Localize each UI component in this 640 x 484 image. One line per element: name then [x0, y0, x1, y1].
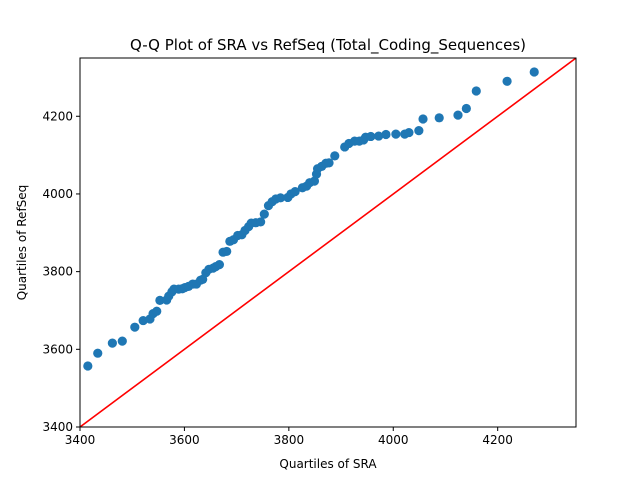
data-point — [222, 246, 232, 257]
data-point — [130, 322, 140, 332]
chart-title: Q-Q Plot of SRA vs RefSeq (Total_Coding_… — [130, 36, 526, 55]
x-tick-label: 3800 — [274, 433, 305, 447]
data-point — [414, 126, 424, 136]
data-point — [453, 110, 463, 120]
data-point — [290, 187, 300, 197]
data-point — [330, 151, 340, 161]
data-point — [404, 127, 414, 138]
reference-line-layer — [80, 58, 576, 427]
data-point — [434, 113, 444, 123]
data-point — [152, 306, 162, 316]
y-axis-ticks: 3400 3600 3800 4000 4200 — [42, 109, 80, 434]
y-axis-label: Quartiles of RefSeq — [15, 185, 29, 301]
data-point — [374, 131, 384, 141]
plot-frame — [79, 57, 577, 428]
data-point — [461, 103, 471, 114]
data-point — [324, 158, 334, 168]
data-point — [391, 129, 401, 139]
data-point — [471, 86, 481, 96]
x-tick-label: 4000 — [378, 433, 409, 447]
data-point — [275, 193, 286, 203]
data-point — [381, 129, 391, 140]
data-point — [93, 348, 103, 358]
x-axis-ticks: 3400 3600 3800 4000 4200 — [65, 427, 513, 447]
x-axis-label: Quartiles of SRA — [279, 457, 377, 471]
y-tick-label: 4000 — [42, 187, 73, 201]
data-point — [256, 217, 266, 227]
data-point — [83, 361, 93, 371]
data-point — [418, 114, 428, 124]
y-tick-label: 3400 — [42, 420, 73, 434]
data-point — [107, 338, 117, 348]
y-tick-label: 3600 — [42, 342, 73, 356]
data-point — [155, 295, 165, 305]
data-point — [366, 131, 376, 142]
data-point — [117, 336, 127, 346]
x-tick-label: 4200 — [482, 433, 513, 447]
x-tick-label: 3400 — [65, 433, 96, 447]
y-tick-label: 4200 — [42, 109, 73, 123]
reference-line — [80, 58, 576, 427]
data-point — [309, 176, 320, 186]
data-point — [529, 67, 539, 77]
data-point — [502, 76, 512, 86]
x-tick-label: 3600 — [169, 433, 200, 447]
data-point — [259, 209, 269, 219]
data-point — [214, 260, 225, 270]
y-tick-label: 3800 — [42, 265, 73, 279]
points-layer — [83, 67, 539, 371]
